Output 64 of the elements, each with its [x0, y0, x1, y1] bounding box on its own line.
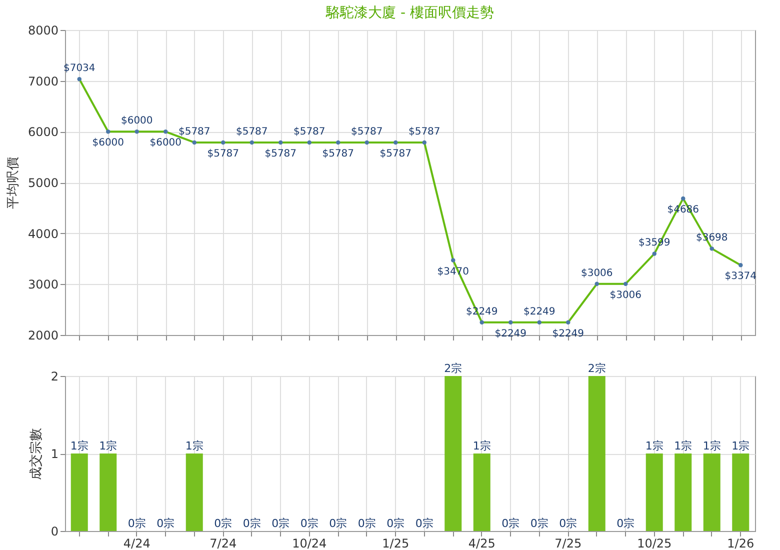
- data-label: 0宗: [530, 517, 548, 530]
- y-axis-title: 成交宗數: [28, 428, 44, 480]
- y-tick-label: 0: [50, 524, 58, 538]
- data-label: $3006: [610, 290, 642, 301]
- data-label: $6000: [150, 138, 182, 149]
- data-label: 1宗: [472, 440, 491, 452]
- data-label: $2249: [523, 306, 556, 318]
- data-label: 1宗: [702, 440, 721, 452]
- data-label: 1宗: [645, 440, 664, 452]
- y-tick-label: 8000: [28, 24, 58, 38]
- data-label: $5787: [207, 148, 240, 160]
- data-label: 1宗: [674, 440, 692, 452]
- chart-title: 駱駝漆大廈 - 樓面呎價走勢: [325, 5, 494, 21]
- data-label: 1宗: [185, 440, 204, 452]
- x-tick-label: 1/26: [727, 536, 754, 550]
- data-label: $5787: [236, 126, 268, 138]
- x-tick-label: 10/25: [637, 536, 672, 550]
- x-tick-label: 4/25: [468, 536, 496, 550]
- y-axis-title: 平均呎價: [6, 157, 21, 209]
- data-label: 0宗: [502, 517, 520, 530]
- y-tick-label: 7000: [28, 74, 58, 88]
- data-label: $7034: [63, 63, 96, 74]
- data-label: 0宗: [128, 517, 146, 530]
- data-label: $5787: [350, 126, 383, 138]
- y-tick-label: 4000: [28, 226, 58, 241]
- data-label: 1宗: [732, 440, 750, 452]
- data-label: 2宗: [588, 362, 606, 375]
- data-label: 0宗: [242, 517, 261, 530]
- data-label: 0宗: [329, 517, 348, 530]
- x-tick-label: 7/25: [554, 536, 582, 550]
- data-label: $5787: [264, 148, 297, 160]
- y-tick-label: 2: [50, 370, 58, 384]
- data-label: 0宗: [272, 517, 290, 530]
- data-label: $5787: [408, 126, 440, 138]
- data-label: $6000: [120, 116, 153, 127]
- x-tick-label: 7/24: [210, 536, 237, 550]
- data-label: $5787: [178, 126, 210, 138]
- data-label: 0宗: [559, 517, 578, 530]
- y-tick-label: 5000: [28, 176, 58, 190]
- data-label: $5787: [293, 126, 326, 138]
- x-tick-label: 4/24: [123, 536, 150, 550]
- data-label: 1宗: [99, 440, 118, 452]
- data-label: $6000: [92, 138, 124, 149]
- data-label: 0宗: [300, 517, 318, 530]
- data-label: $5787: [380, 148, 412, 160]
- data-label: 0宗: [156, 517, 175, 530]
- data-label: 0宗: [358, 517, 376, 530]
- data-label: 2宗: [444, 362, 462, 375]
- data-label: $2249: [552, 328, 584, 340]
- data-label: 0宗: [214, 517, 232, 530]
- data-label: $5787: [322, 148, 354, 160]
- data-label: 0宗: [616, 517, 635, 530]
- data-label: $3006: [580, 268, 613, 279]
- x-tick-label: 1/25: [382, 536, 410, 550]
- y-tick-label: 1: [50, 447, 58, 461]
- data-label: 0宗: [386, 517, 405, 530]
- x-tick-label: 10/24: [292, 536, 327, 550]
- y-tick-label: 6000: [28, 125, 58, 140]
- y-tick-label: 3000: [28, 278, 58, 292]
- data-label: $2249: [494, 328, 527, 340]
- y-tick-label: 2000: [28, 328, 58, 342]
- data-label: 0宗: [415, 517, 434, 530]
- data-label: 1宗: [70, 440, 88, 452]
- data-label: $3374: [724, 271, 757, 282]
